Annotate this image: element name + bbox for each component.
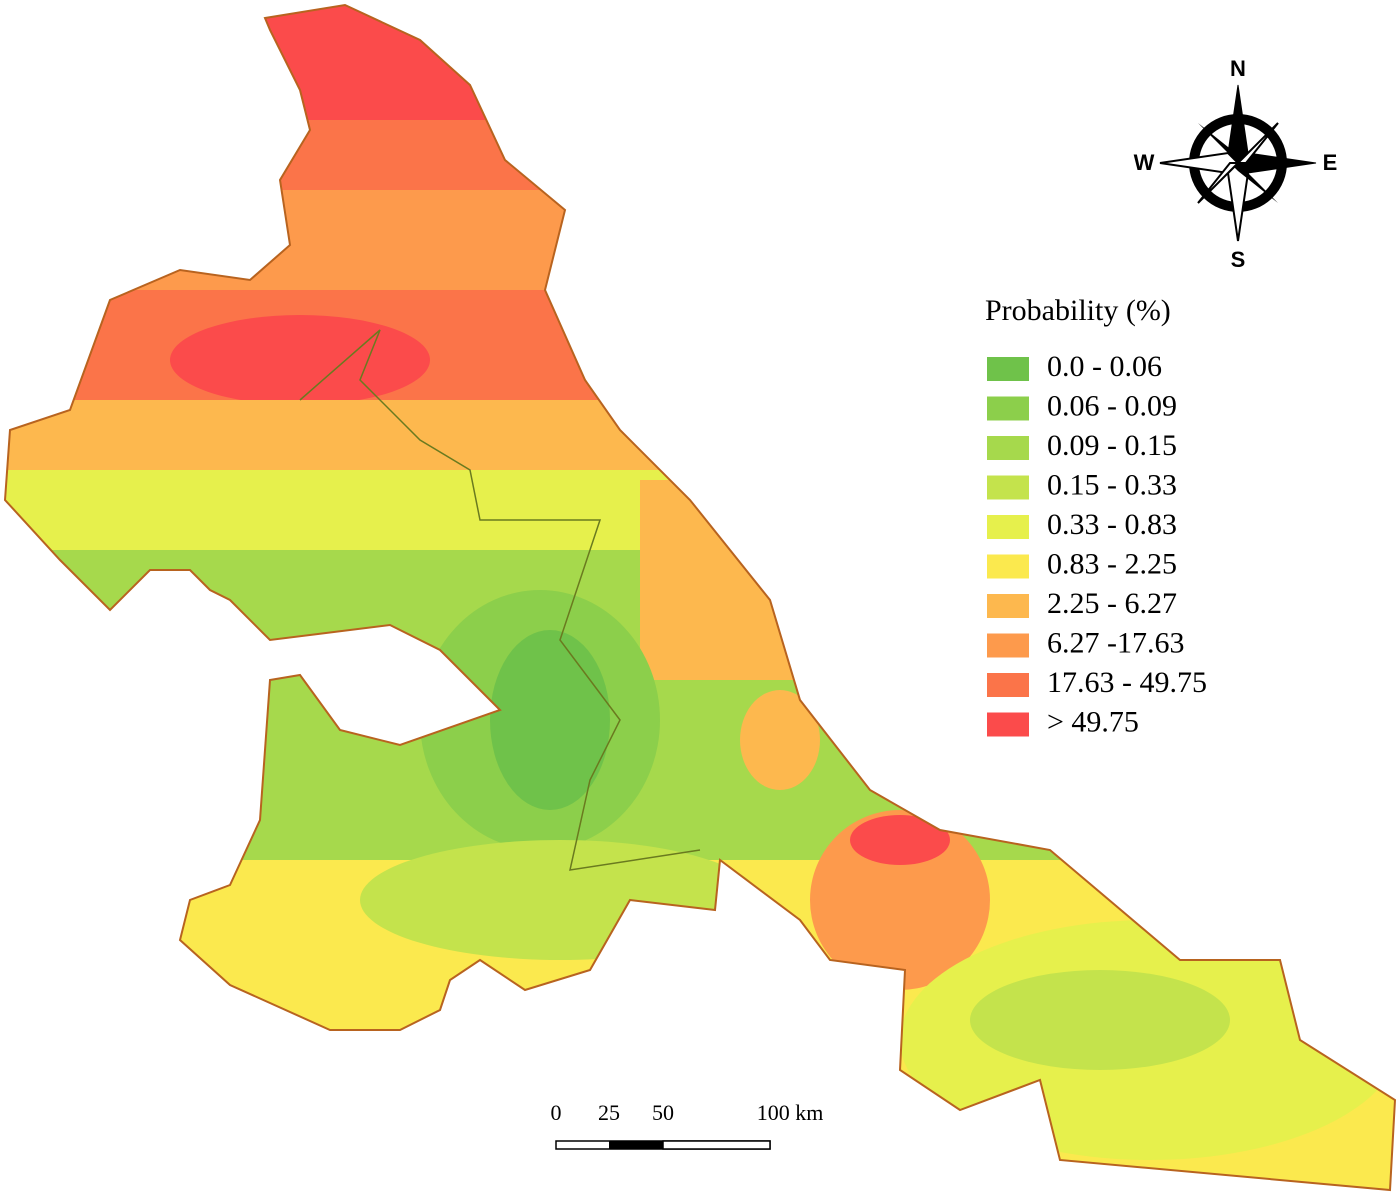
legend-label: 0.09 - 0.15 <box>1047 429 1177 462</box>
legend: Probability (%) 0.0 - 0.06 0.06 - 0.09 0.0… <box>985 294 1207 739</box>
compass: N E S W <box>1134 56 1338 272</box>
district-border <box>299 329 701 871</box>
compass-north: N <box>1230 56 1246 81</box>
legend-swatch <box>987 357 1029 381</box>
scale-label: 0 <box>551 1100 562 1125</box>
legend-label: 0.33 - 0.83 <box>1047 508 1177 541</box>
compass-east: E <box>1323 150 1338 175</box>
legend-label: 2.25 - 6.27 <box>1047 587 1177 620</box>
legend-label: 6.27 -17.63 <box>1047 626 1185 659</box>
legend-swatch <box>987 594 1029 618</box>
scale-label: 100 km <box>757 1100 824 1125</box>
legend-label: 0.06 - 0.09 <box>1047 389 1177 422</box>
compass-west: W <box>1134 150 1155 175</box>
scale-bar: 0 25 50 100 km <box>551 1100 824 1150</box>
scale-label: 25 <box>598 1100 620 1125</box>
legend-label: > 49.75 <box>1047 705 1139 738</box>
legend-swatch <box>987 673 1029 697</box>
legend-swatch <box>987 475 1029 500</box>
legend-label: 0.0 - 0.06 <box>1047 350 1162 383</box>
legend-swatch <box>987 436 1029 460</box>
legend-title: Probability (%) <box>985 294 1171 327</box>
legend-swatch <box>987 396 1029 421</box>
compass-south: S <box>1231 247 1246 272</box>
legend-swatch <box>987 515 1029 539</box>
legend-swatch <box>987 712 1029 737</box>
legend-label: 17.63 - 49.75 <box>1047 666 1207 699</box>
legend-swatch <box>987 633 1029 658</box>
scale-label: 50 <box>652 1100 674 1125</box>
legend-label: 0.15 - 0.33 <box>1047 468 1177 501</box>
legend-label: 0.83 - 2.25 <box>1047 547 1177 580</box>
legend-swatch <box>987 554 1029 579</box>
